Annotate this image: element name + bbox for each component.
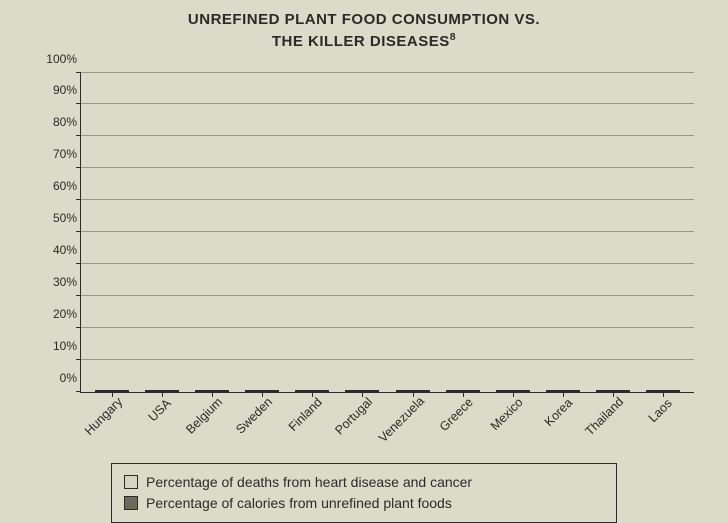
x-label-text: USA bbox=[146, 396, 174, 424]
y-tick-label: 70% bbox=[53, 147, 81, 161]
bar-plant bbox=[513, 390, 530, 392]
bar-plant bbox=[463, 390, 480, 392]
bar-plant bbox=[362, 390, 379, 392]
x-label-text: Laos bbox=[646, 396, 675, 425]
bars-layer bbox=[81, 73, 694, 392]
y-tick-mark bbox=[76, 199, 81, 200]
x-label-text: Korea bbox=[542, 395, 575, 428]
y-tick-mark bbox=[76, 327, 81, 328]
bar-deaths bbox=[245, 390, 262, 392]
legend: Percentage of deaths from heart disease … bbox=[111, 463, 617, 523]
bar-deaths bbox=[345, 390, 362, 392]
bar-plant bbox=[112, 390, 129, 392]
bar-deaths bbox=[446, 390, 463, 392]
legend-label-1: Percentage of deaths from heart disease … bbox=[146, 472, 472, 493]
bar-plant bbox=[663, 390, 680, 392]
x-label-text: Finland bbox=[286, 395, 325, 434]
bar-plant bbox=[262, 390, 279, 392]
y-tick-label: 40% bbox=[53, 243, 81, 257]
bar-deaths bbox=[95, 390, 112, 392]
bar-deaths bbox=[195, 390, 212, 392]
bar-plant bbox=[212, 390, 229, 392]
bar-deaths bbox=[646, 390, 663, 392]
legend-item-plant: Percentage of calories from unrefined pl… bbox=[124, 493, 604, 514]
grid-line bbox=[81, 135, 694, 136]
y-tick-label: 0% bbox=[60, 371, 81, 385]
x-label-text: Thailand bbox=[582, 394, 626, 438]
y-tick-mark bbox=[76, 263, 81, 264]
chart-container: UNREFINED PLANT FOOD CONSUMPTION VS. THE… bbox=[0, 0, 728, 520]
x-label-text: Venezuela bbox=[375, 393, 426, 444]
bar-plant bbox=[613, 390, 630, 392]
legend-swatch-light bbox=[124, 475, 138, 489]
y-tick-label: 10% bbox=[53, 339, 81, 353]
legend-label-2: Percentage of calories from unrefined pl… bbox=[146, 493, 452, 514]
y-tick-mark bbox=[76, 135, 81, 136]
y-tick-mark bbox=[76, 72, 81, 73]
grid-line bbox=[81, 167, 694, 168]
y-tick-label: 50% bbox=[53, 211, 81, 225]
y-tick-label: 20% bbox=[53, 307, 81, 321]
y-tick-label: 80% bbox=[53, 115, 81, 129]
title-line2: THE KILLER DISEASES bbox=[272, 33, 450, 50]
bar-plant bbox=[413, 390, 430, 392]
bar-deaths bbox=[496, 390, 513, 392]
grid-line bbox=[81, 231, 694, 232]
grid-line bbox=[81, 295, 694, 296]
bar-deaths bbox=[295, 390, 312, 392]
grid-line bbox=[81, 199, 694, 200]
grid-line bbox=[81, 103, 694, 104]
x-label-text: Sweden bbox=[234, 394, 276, 436]
legend-item-deaths: Percentage of deaths from heart disease … bbox=[124, 472, 604, 493]
grid-line bbox=[81, 263, 694, 264]
y-tick-mark bbox=[76, 359, 81, 360]
y-tick-mark bbox=[76, 167, 81, 168]
x-label-text: Belgium bbox=[183, 394, 225, 436]
x-label-text: Portugal bbox=[333, 394, 376, 437]
x-label-text: Greece bbox=[436, 395, 475, 434]
bar-deaths bbox=[145, 390, 162, 392]
chart-title: UNREFINED PLANT FOOD CONSUMPTION VS. THE… bbox=[18, 10, 710, 53]
bar-plant bbox=[162, 390, 179, 392]
y-tick-label: 30% bbox=[53, 275, 81, 289]
y-tick-mark bbox=[76, 391, 81, 392]
bar-deaths bbox=[596, 390, 613, 392]
title-superscript: 8 bbox=[450, 31, 456, 43]
y-tick-mark bbox=[76, 231, 81, 232]
y-tick-label: 60% bbox=[53, 179, 81, 193]
grid-line bbox=[81, 327, 694, 328]
plot-area: HungaryUSABelgiumSwedenFinlandPortugalVe… bbox=[80, 73, 694, 393]
bar-plant bbox=[563, 390, 580, 392]
x-label-text: Hungary bbox=[82, 394, 125, 437]
bar-plant bbox=[312, 390, 329, 392]
bar-deaths bbox=[396, 390, 413, 392]
grid-line bbox=[81, 72, 694, 73]
title-line1: UNREFINED PLANT FOOD CONSUMPTION VS. bbox=[188, 11, 540, 28]
chart-area: HungaryUSABelgiumSwedenFinlandPortugalVe… bbox=[80, 63, 694, 393]
bar-deaths bbox=[546, 390, 563, 392]
legend-swatch-dark bbox=[124, 496, 138, 510]
y-tick-label: 90% bbox=[53, 83, 81, 97]
y-tick-label: 100% bbox=[46, 52, 81, 66]
y-tick-mark bbox=[76, 103, 81, 104]
y-tick-mark bbox=[76, 295, 81, 296]
grid-line bbox=[81, 359, 694, 360]
x-label-text: Mexico bbox=[487, 395, 525, 433]
